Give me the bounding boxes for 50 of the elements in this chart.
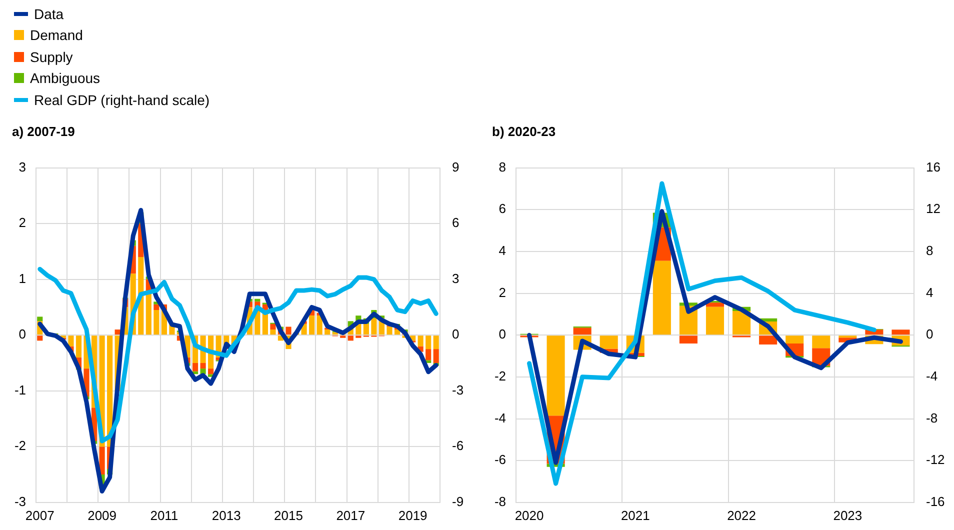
y2-tick-label: -3 xyxy=(452,382,464,398)
y2-tick-label: -6 xyxy=(452,438,464,454)
x-tick-label: 2015 xyxy=(274,508,303,523)
y-tick-label: 2 xyxy=(18,215,26,230)
x-tick-label: 2013 xyxy=(212,508,241,523)
y-tick-label: -2 xyxy=(14,438,26,454)
y-tick-label: 3 xyxy=(18,159,26,174)
legend-label: Supply xyxy=(30,48,73,65)
y-tick-label: -6 xyxy=(494,452,506,468)
legend-label: Ambiguous xyxy=(30,70,100,86)
y-tick-label: -8 xyxy=(494,494,506,509)
y2-tick-label: 12 xyxy=(926,201,940,216)
chart-title: b) 2020-23 xyxy=(492,124,556,139)
y2-tick-label: 6 xyxy=(452,215,460,230)
x-tick-label: 2022 xyxy=(727,508,756,523)
y2-tick-label: 4 xyxy=(926,284,934,300)
chart-title: a) 2007-19 xyxy=(12,124,75,139)
x-tick-label: 2019 xyxy=(398,508,428,523)
x-tick-label: 2007 xyxy=(25,508,54,523)
y2-tick-label: 16 xyxy=(926,159,940,174)
x-tick-label: 2009 xyxy=(88,508,116,523)
x-tick-label: 2020 xyxy=(514,508,544,523)
legend-label: Data xyxy=(34,6,64,22)
y-tick-label: 2 xyxy=(498,284,506,300)
y-tick-label: 8 xyxy=(498,159,506,174)
y-tick-label: 4 xyxy=(498,243,506,258)
x-tick-label: 2023 xyxy=(833,508,862,523)
y-tick-label: -4 xyxy=(494,410,506,426)
y2-tick-label: -4 xyxy=(926,368,938,384)
y-tick-label: -1 xyxy=(14,382,26,398)
y2-tick-label: 9 xyxy=(452,159,460,174)
legend-label: Real GDP (right-hand scale) xyxy=(34,92,210,108)
y2-tick-label: 0 xyxy=(452,326,460,342)
y2-tick-label: 8 xyxy=(926,243,934,258)
y2-tick-label: -12 xyxy=(926,452,945,468)
y-tick-label: 0 xyxy=(18,326,26,342)
legend-label: Demand xyxy=(30,27,83,44)
y-tick-label: 0 xyxy=(498,326,506,342)
y2-tick-label: -8 xyxy=(926,410,938,426)
y-tick-label: 6 xyxy=(498,201,506,216)
y2-tick-label: 0 xyxy=(926,326,934,342)
y2-tick-label: 3 xyxy=(452,270,460,286)
y-tick-label: -2 xyxy=(494,368,506,384)
y-tick-label: 1 xyxy=(18,270,26,286)
x-tick-label: 2017 xyxy=(336,508,366,523)
x-tick-label: 2011 xyxy=(150,508,178,523)
y2-tick-label: -9 xyxy=(452,494,464,509)
y2-tick-label: -16 xyxy=(926,494,945,509)
y-tick-label: -3 xyxy=(14,494,26,509)
x-tick-label: 2021 xyxy=(620,508,650,523)
